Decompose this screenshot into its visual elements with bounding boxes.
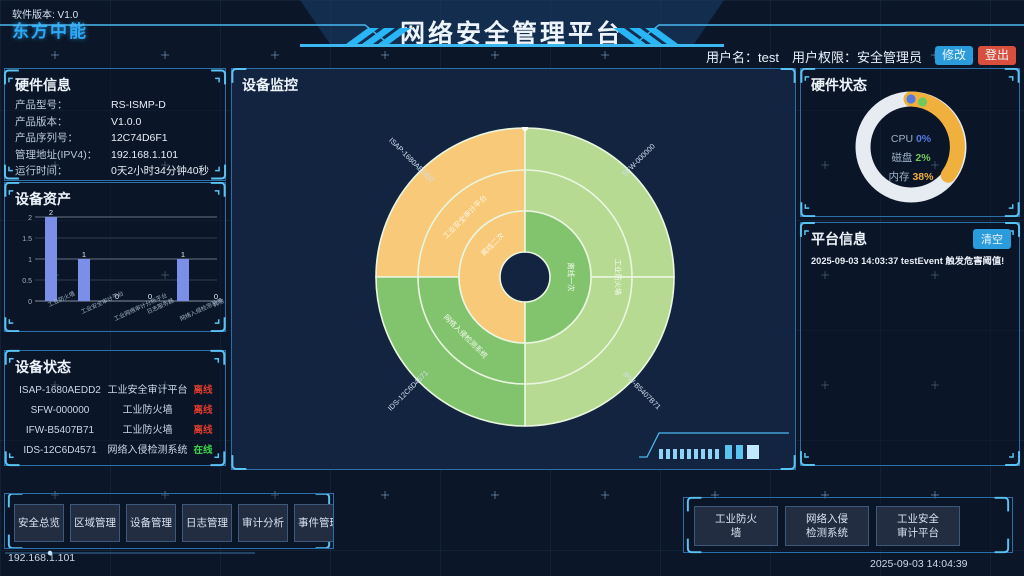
svg-text:1.5: 1.5 [22, 236, 32, 243]
svg-text:工业防火墙: 工业防火墙 [614, 259, 623, 295]
svg-text:2: 2 [28, 215, 32, 222]
svg-text:磁盘 2%: 磁盘 2% [891, 151, 931, 164]
svg-text:1: 1 [82, 250, 86, 259]
svg-text:SFW-000000: SFW-000000 [620, 142, 657, 179]
svg-text:2: 2 [49, 209, 53, 217]
svg-text:内存 38%: 内存 38% [889, 170, 935, 183]
svg-text:IFW-B5407B71: IFW-B5407B71 [621, 370, 663, 412]
svg-text:1: 1 [28, 257, 32, 264]
svg-text:ISAP-1680AEDD2: ISAP-1680AEDD2 [387, 136, 436, 185]
svg-text:1: 1 [181, 250, 185, 259]
svg-text:0.5: 0.5 [22, 278, 32, 285]
svg-text:0: 0 [28, 299, 32, 306]
svg-text:CPU 0%: CPU 0% [891, 133, 932, 145]
svg-text:IDS-12C6D4571: IDS-12C6D4571 [386, 368, 430, 412]
svg-text:离线一次: 离线一次 [567, 262, 576, 291]
